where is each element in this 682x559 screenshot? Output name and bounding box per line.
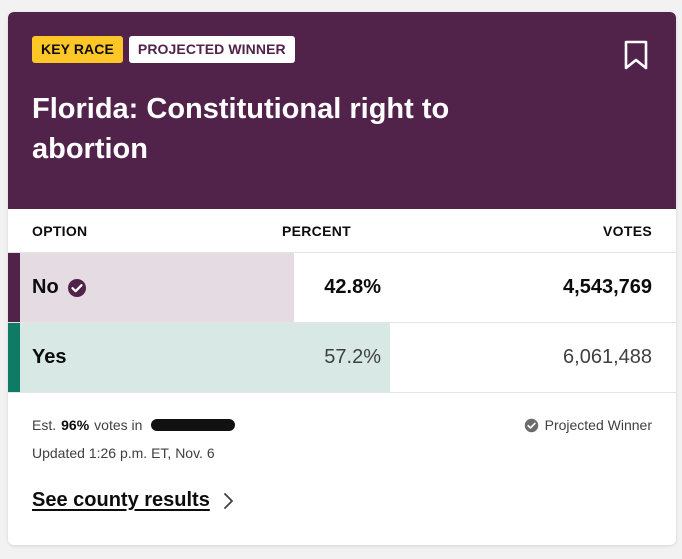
- result-bar-yes: [8, 323, 390, 392]
- card-footer: Est. 96% votes in Updated 1:26 p.m. ET, …: [8, 393, 676, 512]
- result-row-no: No 42.8% 4,543,769: [8, 253, 676, 323]
- column-header-option: OPTION: [32, 222, 88, 239]
- percent-yes: 57.2%: [324, 346, 381, 368]
- projected-winner-badge: PROJECTED WINNER: [128, 36, 295, 63]
- option-label: Yes: [32, 346, 67, 368]
- votes-in-estimate: Est. 96% votes in: [32, 417, 652, 433]
- key-race-badge: KEY RACE: [32, 36, 123, 63]
- updated-timestamp: Updated 1:26 p.m. ET, Nov. 6: [32, 445, 215, 461]
- county-link-label[interactable]: See county results: [32, 489, 210, 511]
- bookmark-icon[interactable]: [622, 39, 650, 71]
- percent-no: 42.8%: [324, 276, 381, 298]
- legend-label: Projected Winner: [544, 417, 652, 433]
- est-suffix: votes in: [94, 417, 143, 433]
- chevron-right-icon: [223, 492, 233, 509]
- check-circle-icon: [524, 418, 538, 432]
- column-header-row: OPTION PERCENT VOTES: [8, 209, 676, 253]
- result-row-yes: Yes 57.2% 6,061,488: [8, 323, 676, 393]
- check-circle-icon: [67, 278, 86, 297]
- column-header-votes: VOTES: [603, 222, 652, 239]
- result-bar-no: [8, 253, 294, 322]
- option-yes: Yes: [32, 323, 66, 392]
- redacted-text: [151, 419, 236, 431]
- votes-no: 4,543,769: [563, 276, 652, 298]
- see-county-results-link[interactable]: See county results: [32, 489, 652, 512]
- result-stripe-yes: [8, 323, 20, 392]
- votes-yes: 6,061,488: [563, 346, 652, 368]
- est-value: 96%: [61, 417, 90, 433]
- race-header: KEY RACE PROJECTED WINNER Florida: Const…: [8, 12, 676, 209]
- badge-group: KEY RACE PROJECTED WINNER: [32, 36, 676, 63]
- result-stripe-no: [8, 253, 20, 322]
- option-no: No: [32, 253, 87, 322]
- projected-winner-legend: Projected Winner: [524, 417, 652, 433]
- est-prefix: Est.: [32, 417, 57, 433]
- column-header-percent: PERCENT: [282, 222, 351, 239]
- race-title: Florida: Constitutional right to abortio…: [32, 93, 450, 165]
- option-label: No: [32, 276, 59, 298]
- race-card: KEY RACE PROJECTED WINNER Florida: Const…: [8, 12, 676, 545]
